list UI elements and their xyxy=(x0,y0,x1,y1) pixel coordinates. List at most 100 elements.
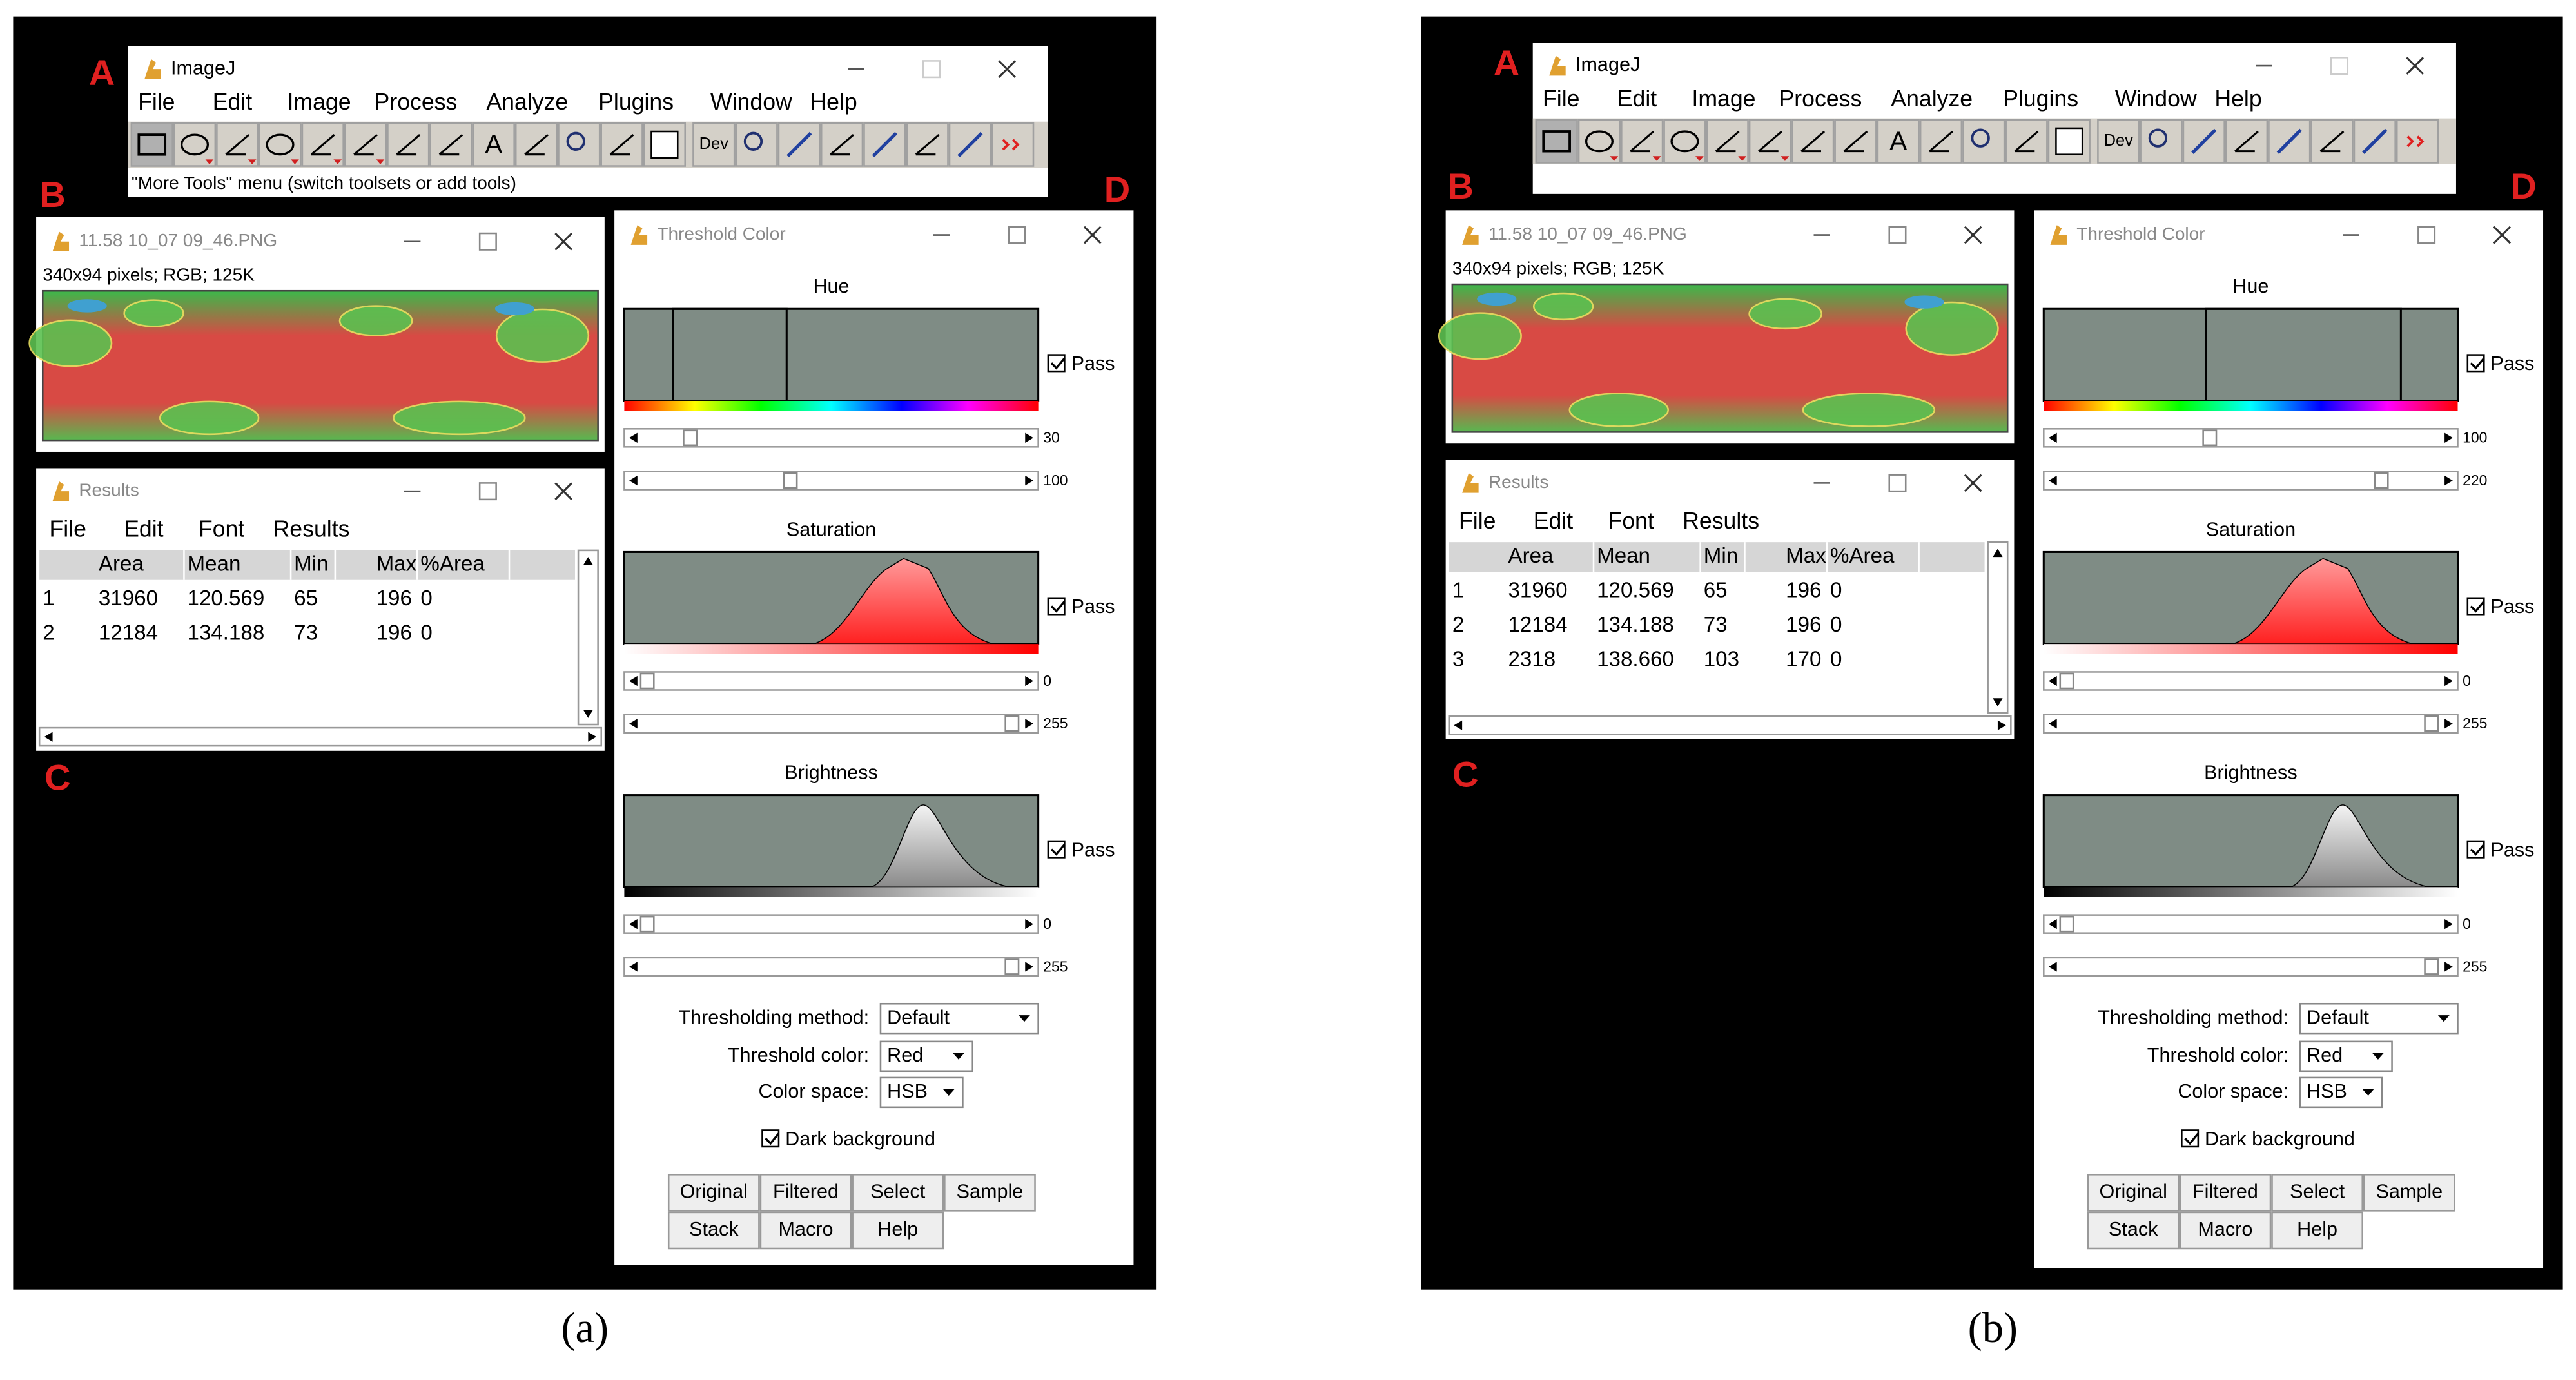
field-label: Thresholding method: xyxy=(678,1006,869,1028)
slider-thumb[interactable] xyxy=(2424,715,2439,732)
menu-item: Font xyxy=(199,516,244,542)
column-header: Max xyxy=(1786,544,1826,568)
tool-button[interactable] xyxy=(692,122,736,167)
maximize-button xyxy=(1888,226,1907,244)
slider-thumb[interactable] xyxy=(2202,429,2218,447)
image-region xyxy=(338,305,413,336)
scroll-right xyxy=(2444,919,2453,929)
table-cell: 120.569 xyxy=(1597,578,1674,602)
button[interactable] xyxy=(2179,1174,2272,1212)
tool-button[interactable] xyxy=(1748,119,1792,164)
tool-button[interactable] xyxy=(1962,119,2005,164)
slider-thumb[interactable] xyxy=(783,472,798,489)
button[interactable] xyxy=(2363,1174,2455,1212)
window-title: ImageJ xyxy=(1576,53,1640,75)
dropdown-value: Default xyxy=(887,1006,950,1028)
histogram xyxy=(623,307,1040,402)
slider-value: 255 xyxy=(1043,958,1068,975)
dev-tool: Dev xyxy=(699,135,729,153)
button[interactable] xyxy=(944,1174,1036,1212)
menu-item: Edit xyxy=(1617,86,1657,112)
slider-thumb[interactable] xyxy=(2424,958,2439,975)
scroll-left xyxy=(629,719,638,729)
slider-thumb[interactable] xyxy=(639,915,655,933)
maximize-button xyxy=(2330,57,2349,75)
tool-arrow xyxy=(291,159,299,164)
button[interactable] xyxy=(667,1211,760,1250)
scroll-left xyxy=(2048,962,2057,972)
scrollbar xyxy=(2043,957,2459,977)
tool-button[interactable] xyxy=(2140,119,2183,164)
column-header: %Area xyxy=(1830,544,1895,568)
panel-marker: D xyxy=(1104,169,1130,209)
menu-item: File xyxy=(138,89,175,115)
tool-button[interactable] xyxy=(558,122,601,167)
more-tools xyxy=(1002,139,1020,151)
slider-thumb[interactable] xyxy=(639,672,655,690)
table-cell: 73 xyxy=(1704,613,1728,637)
check-mark xyxy=(2470,357,2485,370)
scroll-right xyxy=(1025,675,1033,686)
tool-button[interactable] xyxy=(2097,119,2140,164)
dropdown-arrow xyxy=(2437,1015,2450,1022)
tool-icon xyxy=(1715,130,1740,153)
tool-arrow xyxy=(248,159,257,164)
slider-thumb[interactable] xyxy=(1004,958,1020,975)
button[interactable] xyxy=(2087,1211,2180,1250)
tool-arrow xyxy=(1695,156,1704,161)
slider-thumb[interactable] xyxy=(683,429,698,447)
table-cell: 65 xyxy=(1704,578,1728,602)
dropdown[interactable] xyxy=(879,1002,1039,1035)
button[interactable] xyxy=(759,1174,852,1212)
tool-button[interactable] xyxy=(472,122,515,167)
tool-icon xyxy=(2055,127,2083,155)
dropdown-value: Default xyxy=(2307,1006,2369,1028)
text-tool: A xyxy=(1889,126,1908,156)
button[interactable] xyxy=(852,1174,944,1212)
close-button xyxy=(1083,226,1102,244)
scrollbar xyxy=(2043,471,2459,491)
slider-value: 0 xyxy=(2463,672,2471,689)
slider-value: 30 xyxy=(1043,429,1059,446)
dropdown[interactable] xyxy=(2299,1002,2459,1035)
button[interactable] xyxy=(852,1211,944,1250)
button[interactable] xyxy=(2271,1211,2363,1250)
tool-button[interactable] xyxy=(735,122,778,167)
slider-thumb[interactable] xyxy=(1004,715,1020,732)
close-button xyxy=(998,60,1017,79)
spectrum-bar xyxy=(2044,887,2458,897)
button[interactable] xyxy=(759,1211,852,1250)
field-label: Threshold color: xyxy=(2147,1044,2288,1066)
button[interactable] xyxy=(2271,1174,2363,1212)
pass-label: Pass xyxy=(1071,596,1115,617)
tool-icon xyxy=(180,133,210,156)
button[interactable] xyxy=(2179,1211,2272,1250)
slider-value: 255 xyxy=(2463,958,2487,975)
button[interactable] xyxy=(667,1174,760,1212)
tool-button[interactable] xyxy=(991,122,1035,167)
window-title: ImageJ xyxy=(171,57,235,79)
tool-arrow xyxy=(205,159,214,164)
scrollbar xyxy=(623,471,1039,491)
tool-button[interactable] xyxy=(2395,119,2439,164)
image-region xyxy=(1905,301,1999,356)
image-region xyxy=(495,308,590,363)
tool-icon xyxy=(566,131,585,151)
scroll-left xyxy=(2048,719,2057,729)
tool-button[interactable] xyxy=(1877,119,1920,164)
image-region xyxy=(1438,312,1522,360)
app-icon xyxy=(52,481,70,501)
app-icon xyxy=(1462,225,1479,245)
button-label: Stack xyxy=(2109,1218,2158,1240)
spectrum-bar xyxy=(2044,400,2458,411)
slider-thumb[interactable] xyxy=(2059,672,2074,690)
tool-arrow xyxy=(333,159,342,164)
menu-item: File xyxy=(1543,86,1579,112)
histogram-shape xyxy=(2232,558,2414,645)
scroll-left xyxy=(2048,675,2057,686)
slider-thumb[interactable] xyxy=(2059,915,2074,933)
pass-label: Pass xyxy=(1071,353,1115,374)
table-cell: 2 xyxy=(1452,613,1464,637)
slider-thumb[interactable] xyxy=(2374,472,2389,489)
button[interactable] xyxy=(2087,1174,2180,1212)
